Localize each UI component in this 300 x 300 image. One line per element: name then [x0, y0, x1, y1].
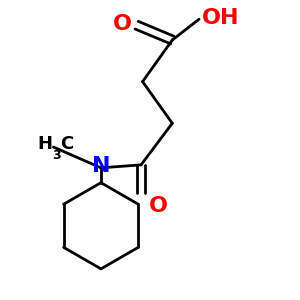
Text: OH: OH: [202, 8, 239, 28]
Text: O: O: [113, 14, 132, 34]
Text: O: O: [148, 196, 167, 216]
Text: 3: 3: [52, 148, 61, 161]
Text: H: H: [37, 135, 52, 153]
Text: N: N: [92, 156, 110, 176]
Text: C: C: [60, 135, 74, 153]
